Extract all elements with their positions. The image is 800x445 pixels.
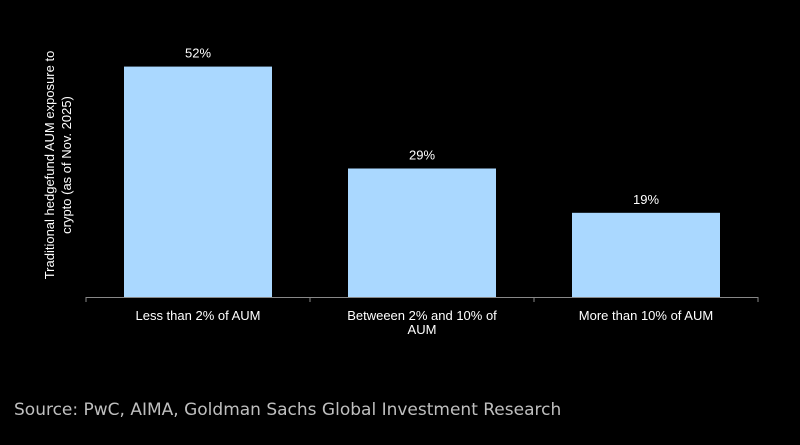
y-axis-title-line: Traditional hedgefund AUM exposure to — [42, 51, 57, 280]
x-axis-ticks — [85, 297, 759, 302]
x-tick-label: Betweeen 2% and 10% of — [347, 308, 497, 323]
x-tick-label: AUM — [408, 322, 437, 337]
x-tick-label: More than 10% of AUM — [579, 308, 713, 323]
bars — [124, 66, 720, 297]
y-axis-title: Traditional hedgefund AUM exposure to cry… — [42, 51, 74, 280]
bar — [348, 168, 496, 297]
source-note: Source: PwC, AIMA, Goldman Sachs Global … — [14, 400, 562, 420]
y-axis-title-line: crypto (as of Nov. 2025) — [59, 96, 74, 234]
x-axis-tick-labels: Less than 2% of AUM Betweeen 2% and 10% o… — [135, 308, 713, 337]
data-label: 29% — [409, 148, 435, 163]
data-labels: 52% 29% 19% — [185, 46, 659, 207]
data-label: 19% — [633, 192, 659, 207]
bar — [124, 66, 272, 297]
data-label: 52% — [185, 46, 211, 61]
bar — [572, 212, 720, 297]
x-tick-label: Less than 2% of AUM — [135, 308, 260, 323]
